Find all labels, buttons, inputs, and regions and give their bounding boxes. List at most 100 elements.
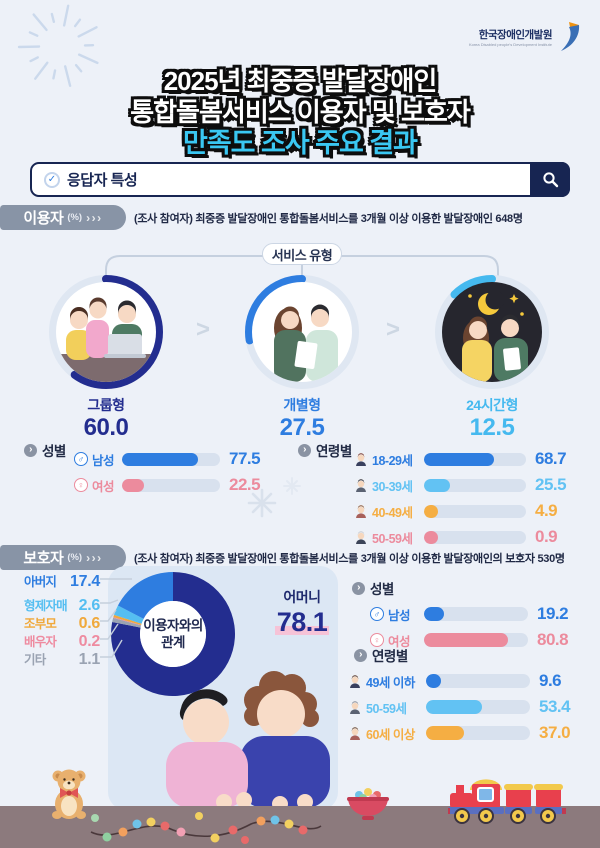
page-title: 2025년 최중증 발달장애인 통합돌봄서비스 이용자 및 보호자 만족도 조사… (0, 66, 600, 159)
bar-fill (122, 452, 198, 466)
guardians-age-header: › 연령별 (346, 645, 585, 665)
guardians-section-unit: (%) (67, 552, 83, 563)
bar-track (424, 607, 528, 621)
stat-row-male: ♂ 남성 77.5 (74, 449, 275, 469)
relation-main-label: 어머니 (283, 589, 321, 605)
stat-value: 25.5 (535, 475, 567, 494)
female-icon: ♀ (74, 478, 88, 492)
stat-row-age: 60세 이상 37.0 (348, 723, 585, 743)
bead-bowl-illustration (347, 788, 389, 820)
bar-track (424, 633, 528, 647)
arrow-bullet-icon: › (352, 581, 365, 595)
service-type-label: 서비스 유형 (262, 243, 342, 265)
individual-care-illustration (252, 282, 352, 382)
male-icon: ♂ (370, 607, 384, 621)
stat-row-age: 50-59세 0.9 (354, 527, 581, 547)
person-icon (354, 504, 368, 518)
stat-value: 9.6 (539, 671, 562, 690)
stat-value: 4.9 (535, 501, 558, 520)
type-label-group: 그룹형 (87, 397, 125, 413)
bar-fill (424, 478, 450, 492)
stat-label: 30-39세 (372, 479, 413, 494)
search-field[interactable]: ✓ 응답자 특성 (32, 169, 530, 190)
person-icon (354, 452, 368, 466)
stat-row-age: 49세 이하 9.6 (348, 671, 585, 691)
guardians-section-header: 보호자 (%) ››› (0, 545, 126, 570)
title-line-3: 만족도 조사 주요 결과 (182, 128, 418, 158)
org-name-english: Korea Disabled people's Development Inst… (468, 42, 552, 47)
guardians-age-title: 연령별 (372, 649, 408, 664)
chevron-right-icon: > (386, 316, 401, 343)
person-icon (354, 478, 368, 492)
teddy-bear-illustration (52, 769, 86, 819)
stat-label: 여성 (92, 479, 115, 494)
donut-leader-lines (100, 578, 132, 658)
bar-fill (426, 674, 441, 688)
bar-track (122, 452, 220, 466)
users-age-header: › 연령별 (298, 440, 581, 460)
stat-label: 60세 이상 (366, 727, 415, 742)
stat-label: 여성 (388, 634, 411, 649)
stat-row-female: ♀ 여성 80.8 (370, 630, 583, 650)
stat-value: 37.0 (539, 723, 571, 742)
bar-track (424, 452, 526, 466)
org-name: 한국장애인개발원 (478, 29, 553, 41)
stat-label: 남성 (388, 608, 411, 623)
relation-value: 1.1 (78, 651, 101, 668)
bar-fill (424, 607, 444, 621)
chevron-right-icon: > (196, 316, 211, 343)
users-gender-title: 성별 (42, 444, 66, 459)
stat-value: 77.5 (229, 449, 261, 468)
relation-row-father: 아버지 17.4 (24, 571, 100, 591)
relation-row-grandparent: 조부모 0.6 (24, 613, 100, 633)
users-gender-block: › 성별 ♂ 남성 77.5 ♀ 여성 22.5 (24, 440, 275, 495)
person-icon (348, 674, 362, 688)
service-type-card-24h: 24시간형 12.5 (430, 270, 554, 442)
users-section-title: 이용자 (23, 210, 64, 227)
type-value-individual: 27.5 (279, 414, 325, 441)
person-icon (354, 530, 368, 544)
stat-row-female: ♀ 여성 22.5 (74, 475, 275, 495)
arrow-bullet-icon: › (24, 443, 37, 457)
bar-fill (426, 700, 482, 714)
arrow-bullet-icon: › (298, 443, 311, 457)
users-section-unit: (%) (67, 212, 83, 223)
relation-donut-chart (111, 572, 235, 696)
relation-label: 형제자매 (24, 599, 68, 613)
relation-label: 아버지 (24, 575, 57, 589)
donut-slice-아버지 (117, 572, 173, 619)
donut-slice-배우자 (113, 617, 142, 626)
guardians-gender-header: › 성별 (352, 578, 583, 598)
guardians-section-title: 보호자 (23, 550, 64, 567)
relation-main-value: 78.1 (274, 607, 330, 638)
type-value-group: 60.0 (83, 414, 129, 441)
bar-track (122, 478, 220, 492)
search-button[interactable] (530, 162, 570, 197)
check-icon: ✓ (44, 171, 60, 188)
donut-slice-형제자매 (114, 605, 144, 624)
search-bar[interactable]: ✓ 응답자 특성 (30, 162, 570, 197)
stat-row-age: 30-39세 25.5 (354, 475, 581, 495)
donut-slice-기타 (112, 617, 142, 628)
donut-hole (140, 601, 206, 667)
stat-row-male: ♂ 남성 19.2 (370, 604, 583, 624)
title-line-1: 2025년 최중증 발달장애인 (163, 66, 438, 96)
sparkle-decoration (247, 477, 301, 518)
stat-value: 68.7 (535, 449, 567, 468)
sunburst-decoration (17, 4, 99, 87)
relation-label: 조부모 (24, 617, 57, 631)
bar-track (426, 674, 530, 688)
service-type-card-individual: 개별형 27.5 (240, 270, 364, 442)
relation-value: 0.6 (78, 615, 101, 632)
relation-value: 2.6 (78, 597, 101, 614)
users-section-description: (조사 참여자) 최중증 발달장애인 통합돌봄서비스를 3개월 이상 이용한 발… (134, 213, 523, 225)
title-line-2: 통합돌봄서비스 이용자 및 보호자 (130, 97, 471, 127)
arrows-icon: ››› (86, 550, 103, 565)
relation-main-mother: 어머니 78.1 (270, 587, 334, 638)
relation-row-other: 기타 1.1 (24, 649, 100, 669)
stat-label: 49세 이하 (366, 675, 415, 690)
magnifier-icon (542, 172, 558, 188)
toy-train-illustration (448, 779, 566, 824)
stat-label: 50-59세 (366, 701, 407, 716)
